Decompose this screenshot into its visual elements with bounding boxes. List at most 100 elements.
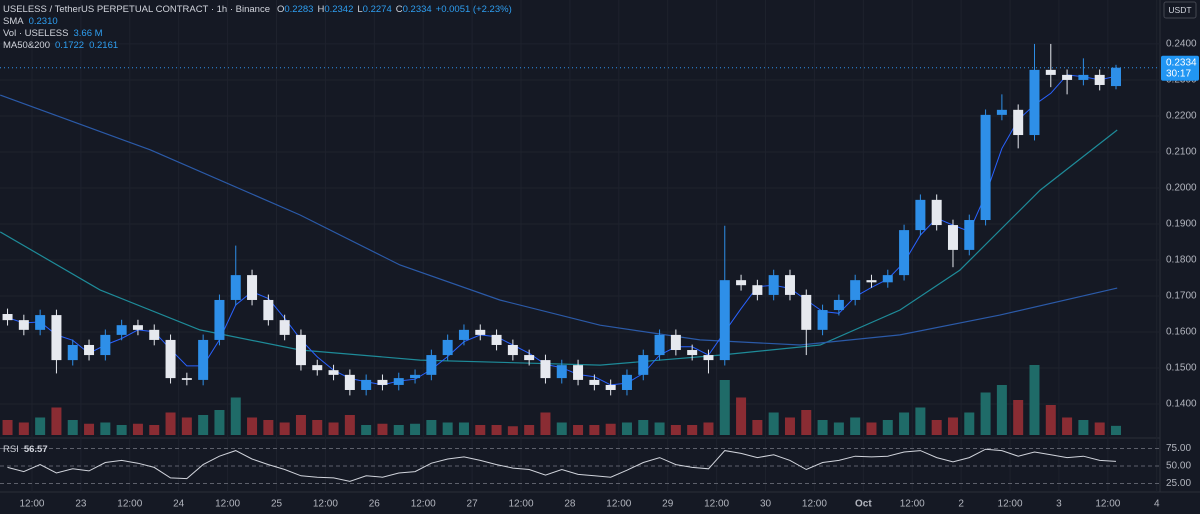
x-tick-label: 24 xyxy=(173,499,185,510)
y-tick-label: 0.1400 xyxy=(1166,399,1197,410)
legend-value: 0.2310 xyxy=(29,16,58,27)
candle-body xyxy=(35,315,46,330)
volume-bar xyxy=(507,426,518,435)
countdown: 30:17 xyxy=(1166,68,1191,79)
candle-body xyxy=(899,230,910,276)
legend-key: SMA xyxy=(3,16,24,27)
candle-body xyxy=(736,280,747,286)
candle-body xyxy=(247,275,258,300)
candle-body xyxy=(638,355,649,375)
legend-row: SMA 0.2310 xyxy=(3,16,58,27)
volume-bar xyxy=(2,420,13,435)
candle-body xyxy=(312,365,323,371)
volume-bar xyxy=(589,425,600,435)
candle-body xyxy=(426,355,437,375)
volume-bar xyxy=(35,417,46,435)
volume-bar xyxy=(996,385,1007,435)
volume-bar xyxy=(165,412,176,435)
volume-bar xyxy=(654,422,665,435)
candle-body xyxy=(279,320,290,335)
candle-body xyxy=(230,275,241,300)
candle-body xyxy=(915,199,926,231)
x-tick-label: 12:00 xyxy=(215,499,240,510)
candle-body xyxy=(964,220,975,250)
last-price-tag xyxy=(1161,55,1199,81)
rsi-legend: RSI 56.57 xyxy=(3,444,48,455)
symbol-title: USELESS / TetherUS PERPETUAL CONTRACT · … xyxy=(3,4,270,15)
x-tick-label: 12:00 xyxy=(117,499,142,510)
volume-bar xyxy=(817,420,828,435)
volume-bar xyxy=(263,420,274,435)
x-tick-label: 25 xyxy=(271,499,283,510)
candle-body xyxy=(654,334,665,356)
volume-bar xyxy=(524,425,535,435)
y-tick-label: 0.1900 xyxy=(1166,219,1197,230)
volume-bar xyxy=(491,425,502,435)
volume-bar xyxy=(393,425,404,435)
volume-bar xyxy=(899,412,910,435)
volume-bar xyxy=(866,422,877,435)
volume-bar xyxy=(964,412,975,435)
x-tick-label: 12:00 xyxy=(1095,499,1120,510)
candle-body xyxy=(980,114,991,221)
volume-bar xyxy=(410,423,421,435)
rsi-tick-label: 50.00 xyxy=(1166,461,1191,472)
volume-bar xyxy=(833,422,844,435)
plot-area xyxy=(0,43,1121,482)
volume-bar xyxy=(947,417,958,435)
candle-body xyxy=(621,374,632,390)
candle-body xyxy=(84,344,95,356)
volume-bar xyxy=(882,420,893,435)
legend-value: 0.2161 xyxy=(89,40,118,51)
currency: USDT xyxy=(1168,5,1191,15)
candle-body xyxy=(605,384,616,390)
candle-body xyxy=(589,379,600,385)
volume-bar xyxy=(458,422,469,435)
candle-body xyxy=(344,374,355,390)
candle-body xyxy=(817,310,828,330)
volume-bar xyxy=(1013,400,1024,435)
candle-body xyxy=(524,355,535,361)
x-tick-label: 12:00 xyxy=(998,499,1023,510)
y-tick-label: 0.1700 xyxy=(1166,291,1197,302)
volume-bar xyxy=(719,380,730,435)
volume-bar xyxy=(132,423,143,435)
x-tick-label: Oct xyxy=(855,499,872,510)
candle-body xyxy=(132,325,143,330)
candle-body xyxy=(263,299,274,321)
candle-body xyxy=(1110,67,1121,87)
x-tick-label: 23 xyxy=(75,499,87,510)
ohlc-key: H xyxy=(317,4,324,15)
y-tick-label: 0.1500 xyxy=(1166,363,1197,374)
candle-body xyxy=(1094,74,1105,85)
y-tick-label: 0.2000 xyxy=(1166,183,1197,194)
candle-body xyxy=(1045,69,1056,75)
change-value: +0.0051 (+2.23%) xyxy=(436,4,512,15)
volume-bar xyxy=(116,425,127,435)
candle-body xyxy=(149,329,160,340)
x-tick-label: 12:00 xyxy=(900,499,925,510)
volume-bar xyxy=(1062,417,1073,435)
ohlc-value: 0.2334 xyxy=(403,4,432,15)
volume-bar xyxy=(915,407,926,435)
volume-bar xyxy=(687,425,698,435)
candle-body xyxy=(996,109,1007,115)
volume-bar xyxy=(51,407,62,435)
volume-bar xyxy=(1110,425,1121,435)
x-tick-label: 4 xyxy=(1154,499,1160,510)
volume-bar xyxy=(426,420,437,435)
volume-bar xyxy=(230,397,241,435)
ohlc-key: C xyxy=(396,4,403,15)
candle-body xyxy=(540,360,551,379)
x-tick-label: 12:00 xyxy=(606,499,631,510)
y-tick-label: 0.2100 xyxy=(1166,147,1197,158)
candle-body xyxy=(295,334,306,366)
legend-row: MA50&200 0.1722 0.2161 xyxy=(3,40,118,51)
x-tick-label: 28 xyxy=(564,499,576,510)
candle-body xyxy=(947,225,958,250)
candle-body xyxy=(100,334,111,356)
volume-bar xyxy=(198,415,209,435)
volume-bar xyxy=(638,420,649,435)
